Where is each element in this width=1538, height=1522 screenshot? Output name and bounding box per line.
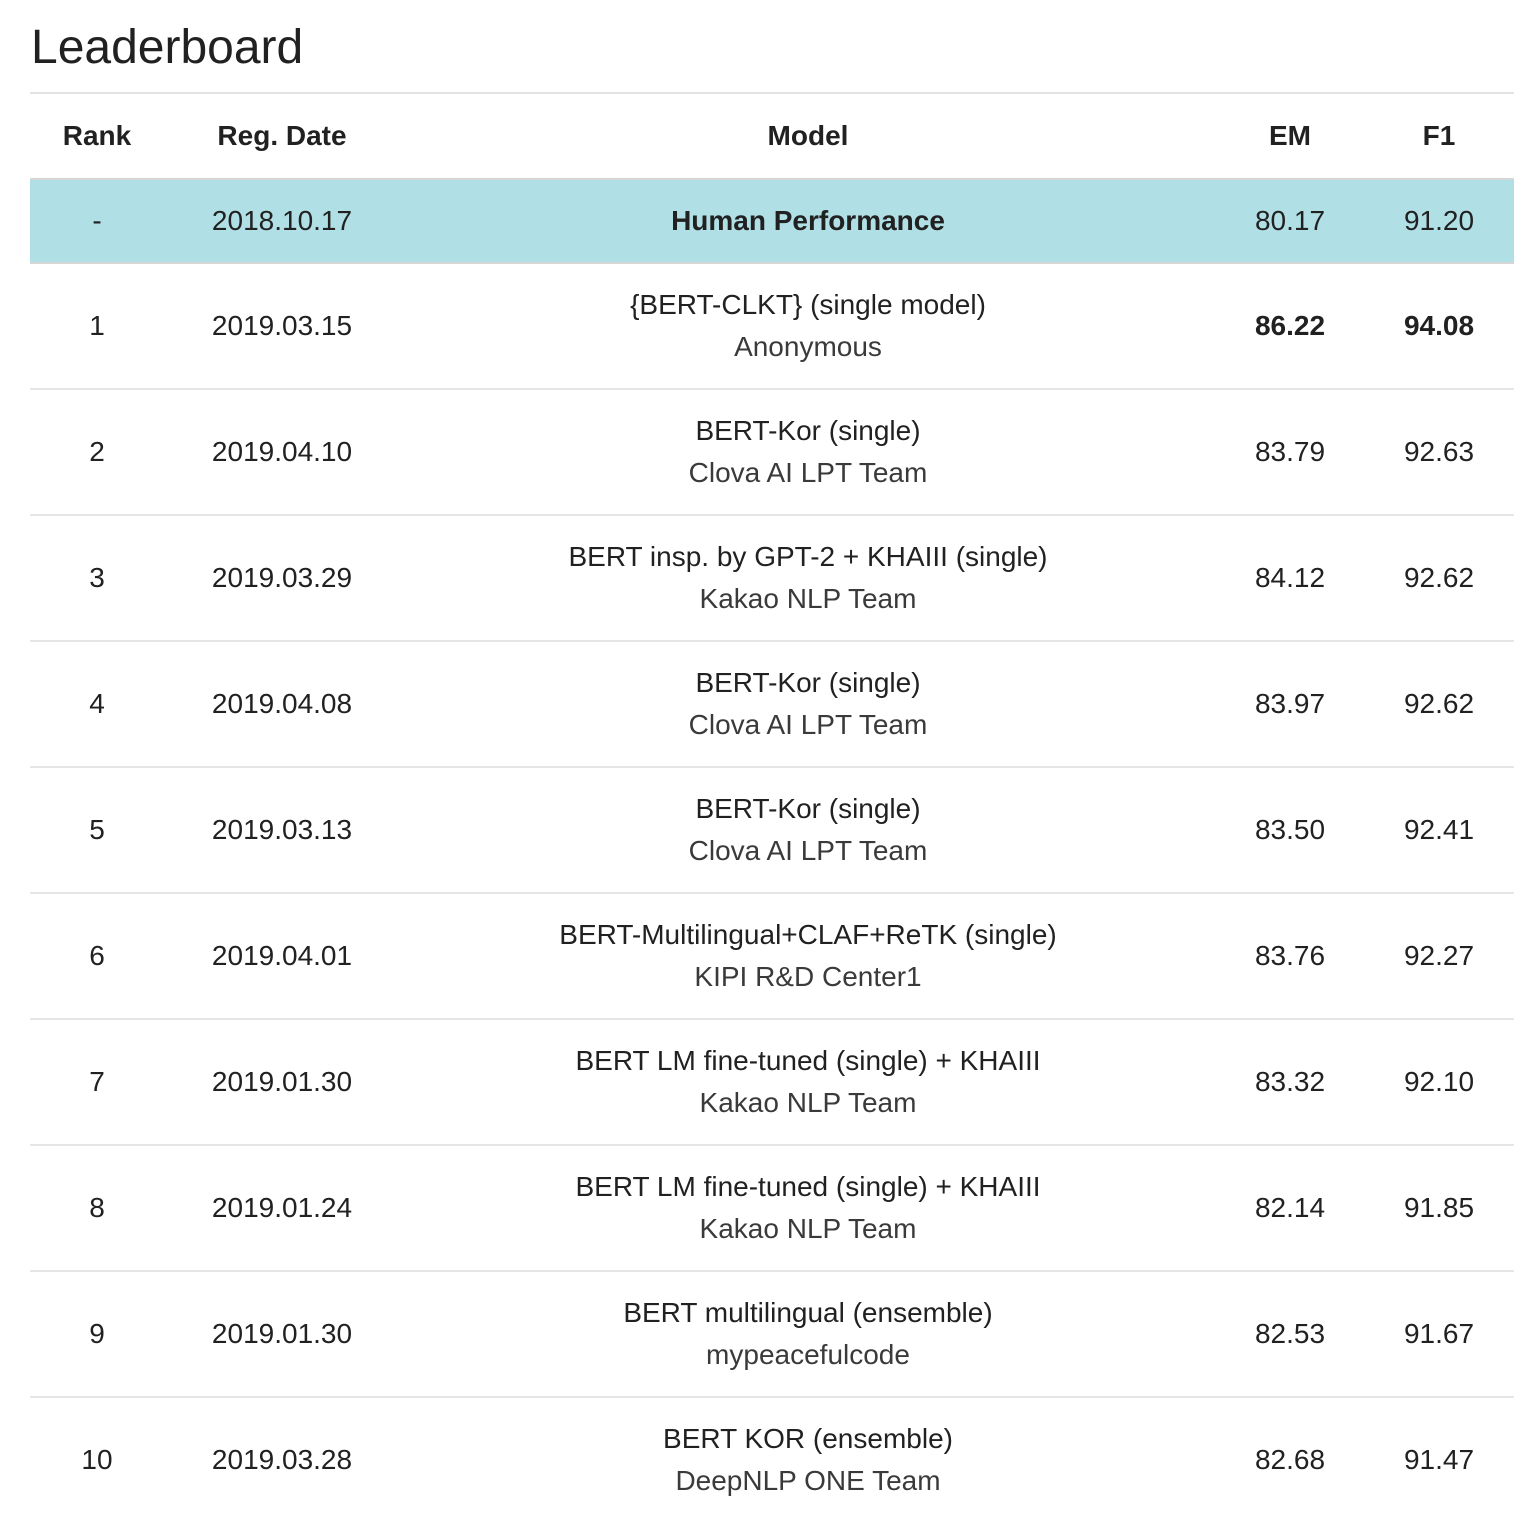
em-cell: 83.32 [1216,1019,1364,1146]
model-name: BERT-Multilingual+CLAF+ReTK (single) [559,919,1057,950]
table-body: - 2018.10.17 Human Performance 80.17 91.… [30,179,1514,1522]
em-cell: 83.76 [1216,893,1364,1020]
model-cell: BERT-Kor (single) Clova AI LPT Team [400,767,1216,894]
rank-cell: 7 [30,1019,164,1146]
em-cell: 82.53 [1216,1271,1364,1398]
rank-cell: - [30,179,164,264]
date-cell: 2019.01.30 [164,1271,400,1398]
table-row: 4 2019.04.08 BERT-Kor (single) Clova AI LPT… [30,641,1514,768]
model-name: BERT LM fine-tuned (single) + KHAIII [575,1171,1041,1202]
model-name: {BERT-CLKT} (single model) [630,289,986,320]
model-name: BERT multilingual (ensemble) [623,1297,993,1328]
f1-cell: 92.62 [1364,515,1514,642]
date-cell: 2019.01.24 [164,1145,400,1272]
em-cell: 84.12 [1216,515,1364,642]
model-name: BERT-Kor (single) [695,415,921,446]
model-cell: BERT-Kor (single) Clova AI LPT Team [400,641,1216,768]
model-cell: BERT LM fine-tuned (single) + KHAIII Kaka… [400,1019,1216,1146]
em-cell: 83.50 [1216,767,1364,894]
em-cell: 82.68 [1254,1444,1326,1475]
leaderboard-table: Rank Reg. Date Model EM F1 - 2018.10.17 … [30,92,1514,1522]
f1-cell: 92.63 [1364,389,1514,516]
date-cell: 2019.04.10 [164,389,400,516]
model-name: BERT insp. by GPT-2 + KHAIII (single) [568,541,1048,572]
rank-cell: 5 [30,767,164,894]
header-f1[interactable]: F1 [1364,93,1514,180]
f1-cell: 91.47 [1403,1444,1475,1475]
model-name: BERT LM fine-tuned (single) + KHAIII [575,1045,1041,1076]
em-cell: 80.17 [1216,179,1364,264]
date-cell: 2019.03.28 [211,1444,353,1475]
f1-cell: 92.27 [1364,893,1514,1020]
page-title: Leaderboard [31,21,304,74]
table-row: 5 2019.03.13 BERT-Kor (single) Clova AI LPT… [30,767,1514,894]
team-name: Clova AI LPT Team [688,457,928,488]
model-cell: Human Performance [400,179,1216,264]
team-name: Kakao NLP Team [699,1087,917,1118]
team-name: Clova AI LPT Team [688,709,928,740]
date-cell: 2018.10.17 [164,179,400,264]
team-name: Kakao NLP Team [699,583,917,614]
em-cell: 86.22 [1216,263,1364,390]
f1-cell: 92.62 [1364,641,1514,768]
team-name: KIPI R&D Center1 [694,961,922,992]
table-row: 9 2019.01.30 BERT multilingual (ensemble) m… [30,1271,1514,1398]
header-model[interactable]: Model [400,93,1216,180]
rank-cell: 1 [30,263,164,390]
team-name: Kakao NLP Team [699,1213,917,1244]
rank-cell: 3 [30,515,164,642]
header-em[interactable]: EM [1216,93,1364,180]
team-name: Clova AI LPT Team [688,835,928,866]
table-row: 8 2019.01.24 BERT LM fine-tuned (single) +… [30,1145,1514,1272]
table-row: 6 2019.04.01 BERT-Multilingual+CLAF+ReTK (… [30,893,1514,1020]
em-cell: 82.14 [1216,1145,1364,1272]
f1-cell: 92.41 [1364,767,1514,894]
table-row: 2 2019.04.10 BERT-Kor (single) Clova AI LPT… [30,389,1514,516]
table-header-row: Rank Reg. Date Model EM F1 [30,93,1514,180]
f1-cell: 94.08 [1364,263,1514,390]
model-cell: BERT LM fine-tuned (single) + KHAIII Kaka… [400,1145,1216,1272]
date-cell: 2019.03.15 [164,263,400,390]
header-rank[interactable]: Rank [30,93,164,180]
rank-cell: 6 [30,893,164,1020]
model-cell: BERT-Kor (single) Clova AI LPT Team [400,389,1216,516]
em-cell: 83.79 [1216,389,1364,516]
model-name: BERT-Kor (single) [695,793,921,824]
rank-cell: 8 [30,1145,164,1272]
f1-cell: 91.67 [1364,1271,1514,1398]
team-name: Anonymous [734,331,882,362]
f1-cell: 91.85 [1364,1145,1514,1272]
date-cell: 2019.04.08 [164,641,400,768]
table-row: 7 2019.01.30 BERT LM fine-tuned (single) +… [30,1019,1514,1146]
model-cell: BERT multilingual (ensemble) mypeacefulco… [400,1271,1216,1398]
f1-cell: 91.20 [1364,179,1514,264]
human-performance-row: - 2018.10.17 Human Performance 80.17 91.… [30,179,1514,264]
table-row: 1 2019.03.15 {BERT-CLKT} (single model) Ano… [30,263,1514,390]
em-cell: 83.97 [1216,641,1364,768]
rank-cell: 10 [81,1444,113,1475]
team-name: DeepNLP ONE Team [675,1465,941,1496]
f1-cell: 92.10 [1364,1019,1514,1146]
model-cell: {BERT-CLKT} (single model) Anonymous [400,263,1216,390]
model-name: BERT KOR (ensemble) [663,1423,953,1454]
model-name: BERT-Kor (single) [695,667,921,698]
team-name: mypeacefulcode [706,1339,910,1370]
rank-cell: 4 [30,641,164,768]
header-reg-date[interactable]: Reg. Date [164,93,400,180]
model-cell: BERT-Multilingual+CLAF+ReTK (single) KIPI… [400,893,1216,1020]
date-cell: 2019.03.13 [164,767,400,894]
date-cell: 2019.01.30 [164,1019,400,1146]
model-cell: BERT insp. by GPT-2 + KHAIII (single) Kak… [400,515,1216,642]
model-cell: BERT KOR (ensemble) DeepNLP ONE Team [400,1397,1216,1522]
rank-cell: 2 [30,389,164,516]
table-row: 10 2019.03.28 BERT KOR (ensemble) DeepNLP O… [30,1397,1514,1522]
table-row: 3 2019.03.29 BERT insp. by GPT-2 + KHAIII … [30,515,1514,642]
date-cell: 2019.03.29 [164,515,400,642]
date-cell: 2019.04.01 [164,893,400,1020]
rank-cell: 9 [30,1271,164,1398]
